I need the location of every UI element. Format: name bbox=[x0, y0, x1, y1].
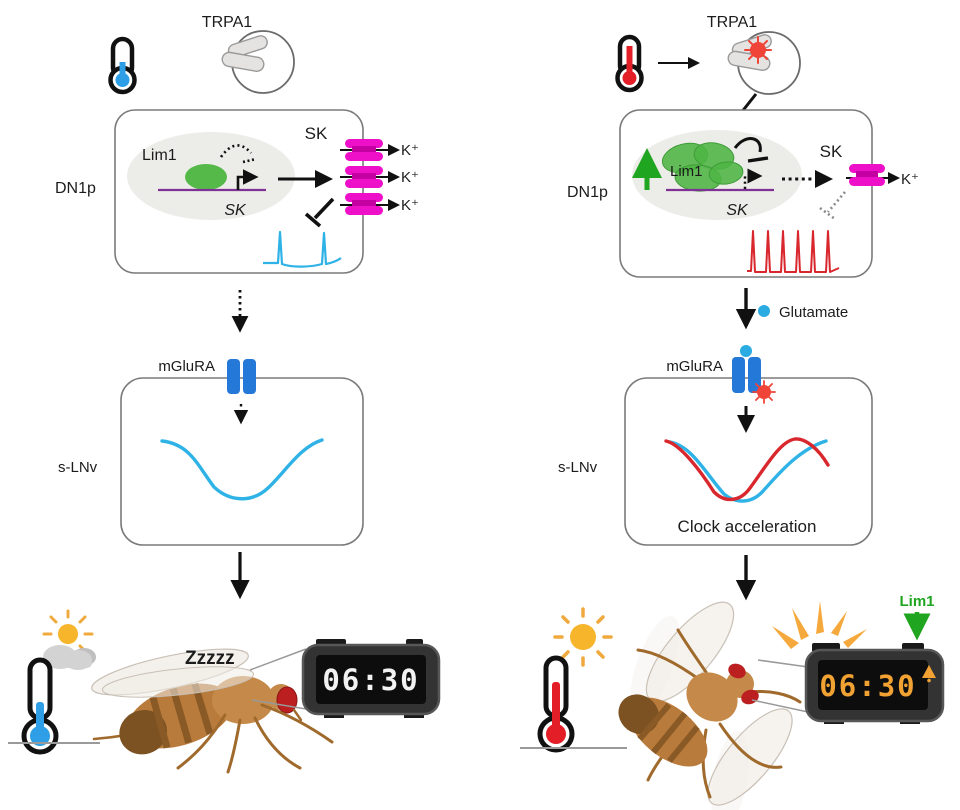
slnv-cell-left bbox=[120, 377, 364, 546]
thermometer-hot-large-icon bbox=[537, 655, 575, 753]
glutamate-label: Glutamate bbox=[779, 304, 848, 321]
sk-channel-label-right: SK bbox=[820, 142, 843, 161]
mglura-receptor-right-activated bbox=[732, 345, 776, 404]
lim1-protein-left bbox=[185, 164, 227, 190]
clock-time-left: 06:30 bbox=[322, 663, 419, 697]
repression-bar-right bbox=[747, 156, 769, 163]
sun-behind-cloud-icon bbox=[42, 609, 96, 670]
repression-arc-right bbox=[733, 137, 762, 153]
callout-line-right-bottom bbox=[751, 699, 809, 713]
mglura-receptor-left bbox=[227, 359, 256, 394]
dn1p-label-right: DN1p bbox=[567, 184, 608, 201]
weak-firing-inhibition-symbol bbox=[819, 191, 846, 221]
activation-starburst-icon-2 bbox=[752, 380, 776, 404]
k-plus-label-3: K⁺ bbox=[401, 197, 419, 214]
fly-active-illustration bbox=[618, 601, 802, 810]
trpa1-receptor-left bbox=[221, 30, 295, 94]
clock-oscillation-advanced bbox=[664, 437, 830, 502]
sk-channel-label-left: SK bbox=[305, 124, 328, 143]
fly-sleeping-illustration bbox=[91, 648, 334, 774]
strong-firing-trace bbox=[747, 230, 840, 273]
k-plus-label-1: K⁺ bbox=[401, 142, 419, 159]
trpa1-receptor-right-activated bbox=[727, 31, 801, 95]
sk-channel-icon-2 bbox=[345, 166, 383, 188]
dn1p-label-left: DN1p bbox=[55, 180, 96, 197]
slnv-label-left: s-LNv bbox=[58, 459, 98, 476]
activation-starburst-icon bbox=[744, 36, 772, 64]
digital-clock-left: 06:30 bbox=[301, 639, 441, 718]
thermometer-cold-large-icon bbox=[21, 657, 59, 755]
mglura-label-left: mGluRA bbox=[158, 358, 215, 375]
slnv-label-right: s-LNv bbox=[558, 459, 598, 476]
mglura-label-right: mGluRA bbox=[666, 358, 723, 375]
sk-channel-icon-3 bbox=[345, 193, 383, 215]
sleep-label: Zzzzz bbox=[185, 648, 235, 669]
weak-repression-bar-left bbox=[242, 157, 257, 164]
sparse-firing-trace bbox=[263, 230, 342, 268]
firing-inhibition-symbol-left bbox=[304, 197, 335, 228]
weak-transcription-arrow bbox=[743, 168, 763, 189]
sk-channel-icon-1 bbox=[345, 139, 383, 161]
sk-gene-label-left: SK bbox=[224, 202, 247, 219]
trpa1-label-left: TRPA1 bbox=[202, 14, 252, 31]
sun-icon bbox=[553, 607, 613, 667]
thermometer-cold-small-icon bbox=[108, 36, 137, 95]
callout-line-left-bottom bbox=[251, 699, 307, 710]
callout-line-right-top bbox=[757, 659, 809, 668]
clock-time-right: 06:30 bbox=[819, 669, 916, 703]
callout-line-left-top bbox=[249, 648, 307, 671]
alarm-bell-icon bbox=[922, 665, 936, 683]
sk-channel-icon-right bbox=[849, 164, 885, 186]
digital-clock-right: 06:30 bbox=[804, 643, 945, 724]
transcription-arrow-left bbox=[236, 169, 259, 190]
lim1-annotation-label: Lim1 bbox=[899, 593, 934, 610]
lim1-label-left: Lim1 bbox=[142, 147, 177, 164]
k-plus-label-2: K⁺ bbox=[401, 169, 419, 186]
sk-gene-label-right: SK bbox=[726, 202, 749, 219]
lim1-protein-cluster bbox=[661, 142, 744, 192]
lim1-label-right: Lim1 bbox=[670, 163, 703, 180]
clock-oscillation-baseline bbox=[668, 439, 828, 503]
k-plus-label-right: K⁺ bbox=[901, 171, 919, 188]
glutamate-dot-icon bbox=[758, 305, 770, 317]
clock-oscillation-left bbox=[160, 438, 324, 501]
alarm-rays-icon bbox=[772, 601, 867, 649]
clock-acceleration-label: Clock acceleration bbox=[678, 517, 817, 536]
trpa1-label-right: TRPA1 bbox=[707, 14, 757, 31]
thermometer-hot-small-icon bbox=[615, 34, 644, 93]
